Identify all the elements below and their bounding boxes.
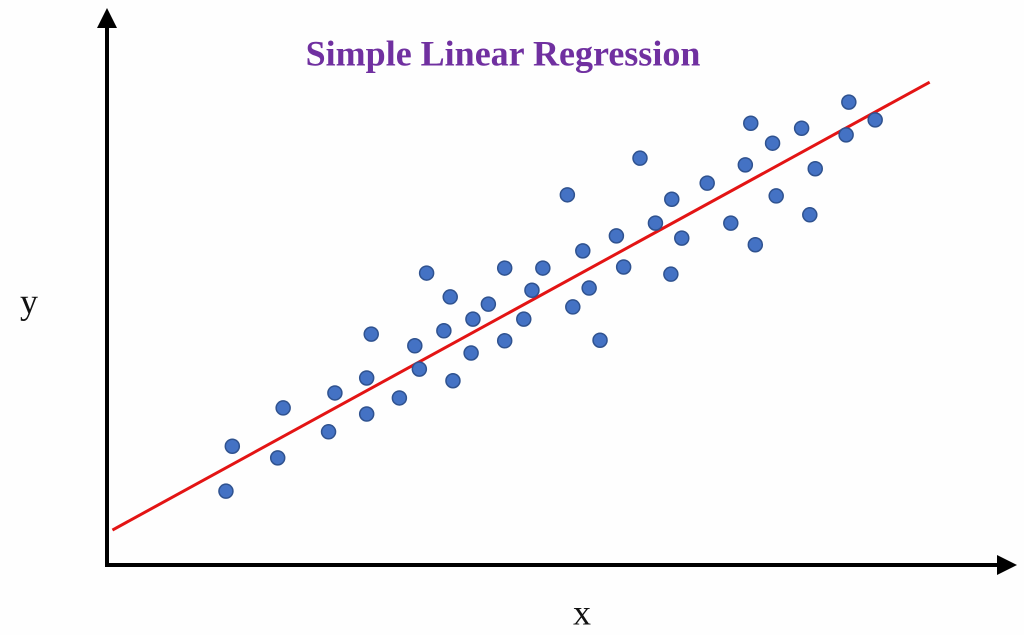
data-point (363, 326, 379, 342)
data-point (565, 299, 581, 315)
data-point (480, 296, 497, 312)
data-point (581, 280, 597, 296)
data-point (647, 215, 664, 231)
data-point (664, 191, 680, 208)
data-point (218, 483, 234, 499)
data-point (358, 370, 375, 386)
data-point (615, 259, 632, 275)
data-point (807, 160, 823, 177)
data-point (411, 361, 428, 377)
data-point (391, 390, 408, 406)
data-point (723, 215, 739, 231)
data-point (559, 187, 576, 203)
data-point (320, 424, 337, 440)
data-point (418, 265, 435, 281)
data-point (224, 438, 241, 454)
data-point (496, 333, 513, 349)
data-point (743, 115, 759, 131)
data-point (841, 94, 857, 110)
data-point (358, 406, 375, 422)
data-point (768, 188, 784, 204)
data-point (442, 289, 458, 305)
data-point (535, 260, 551, 276)
data-point (445, 372, 461, 389)
data-point (524, 282, 540, 299)
data-point (867, 112, 883, 128)
data-point (737, 157, 754, 173)
regression-line (111, 80, 931, 532)
x-axis-label: x (573, 592, 591, 632)
data-point (663, 266, 679, 282)
data-point (496, 260, 513, 276)
data-point (838, 127, 854, 143)
data-point (436, 323, 452, 339)
data-point (592, 332, 608, 348)
y-axis-label: y (20, 281, 38, 321)
data-point (608, 228, 625, 244)
data-point (516, 311, 532, 327)
data-point (269, 450, 286, 466)
data-point (407, 338, 423, 354)
data-point (747, 237, 764, 253)
chart-title: Simple Linear Regression (306, 33, 701, 73)
data-point (793, 120, 810, 136)
data-point (465, 311, 481, 327)
data-point (802, 207, 818, 223)
data-point (275, 400, 291, 416)
data-point (575, 243, 591, 259)
data-point (327, 385, 343, 401)
data-point (463, 345, 479, 361)
data-point (674, 230, 690, 246)
data-point (764, 135, 781, 151)
data-point (632, 150, 648, 166)
data-point (699, 175, 715, 191)
